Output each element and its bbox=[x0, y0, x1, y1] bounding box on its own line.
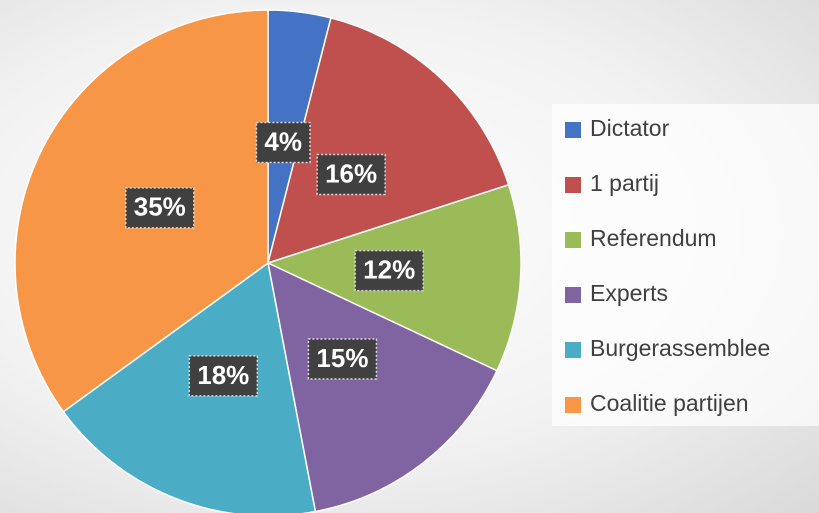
legend-swatch bbox=[565, 397, 581, 413]
data-label-box bbox=[188, 355, 259, 397]
legend-label: Referendum bbox=[590, 225, 717, 251]
legend-label: Coalitie partijen bbox=[590, 390, 749, 416]
data-label-text: 4% bbox=[264, 126, 302, 156]
pie-slice bbox=[266, 261, 498, 513]
legend-swatch bbox=[565, 342, 581, 358]
legend-swatch bbox=[565, 177, 581, 193]
legend-swatch bbox=[565, 232, 581, 248]
data-label-box bbox=[307, 338, 378, 380]
data-label: 12% bbox=[354, 249, 424, 292]
legend-label: 1 partij bbox=[590, 170, 659, 196]
pie-slice bbox=[266, 17, 510, 265]
data-label-text: 18% bbox=[197, 360, 249, 390]
legend-label: Experts bbox=[590, 280, 668, 306]
data-label: 18% bbox=[188, 355, 259, 397]
data-label-text: 12% bbox=[363, 255, 415, 285]
data-label: 16% bbox=[316, 153, 386, 196]
legend-box bbox=[552, 104, 819, 426]
data-label-box bbox=[125, 187, 195, 229]
data-label-box bbox=[316, 153, 386, 196]
data-label: 15% bbox=[307, 338, 378, 380]
data-label-box bbox=[354, 249, 424, 292]
data-label: 4% bbox=[255, 121, 311, 164]
legend-swatch bbox=[565, 122, 581, 138]
legend-swatch bbox=[565, 287, 581, 303]
data-label: 35% bbox=[125, 187, 195, 229]
data-label-text: 35% bbox=[134, 192, 186, 222]
data-label-text: 16% bbox=[325, 158, 377, 188]
data-label-text: 15% bbox=[316, 343, 368, 373]
legend-label: Dictator bbox=[590, 115, 670, 141]
data-label-box bbox=[255, 121, 311, 164]
legend-label: Burgerassemblee bbox=[590, 335, 770, 361]
